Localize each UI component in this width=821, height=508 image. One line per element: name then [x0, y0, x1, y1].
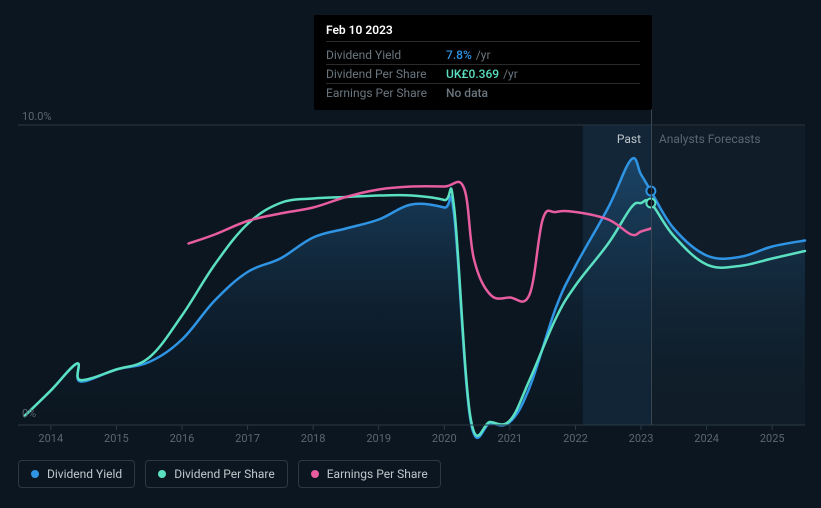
tooltip-label: Dividend Per Share — [326, 67, 446, 81]
x-tick-2020: 2020 — [432, 432, 457, 445]
legend-label: Earnings Per Share — [327, 467, 428, 481]
x-tick-2021: 2021 — [498, 432, 523, 445]
tooltip-value: UK£0.369 — [446, 67, 499, 81]
tooltip-label: Earnings Per Share — [326, 86, 446, 100]
x-axis: 2014 2015 2016 2017 2018 2019 2020 2021 2022 2023… — [0, 432, 821, 446]
legend-dot-icon — [158, 470, 166, 478]
tooltip-row-1: Dividend Per ShareUK£0.369/yr — [326, 65, 640, 84]
chart-legend: Dividend Yield Dividend Per Share Earnings… — [18, 460, 441, 488]
legend-item-dividend_yield[interactable]: Dividend Yield — [18, 460, 135, 488]
x-tick-2016: 2016 — [170, 432, 195, 445]
x-tick-2015: 2015 — [104, 432, 129, 445]
tooltip-row-2: Earnings Per ShareNo data — [326, 84, 640, 102]
x-tick-2014: 2014 — [38, 432, 63, 445]
region-label-past: Past — [617, 132, 641, 146]
dividend-chart: Past Analysts Forecasts 10.0% 0% 2014201… — [0, 0, 821, 508]
legend-label: Dividend Yield — [47, 467, 122, 481]
x-tick-2024: 2024 — [694, 432, 719, 445]
x-tick-2019: 2019 — [366, 432, 391, 445]
legend-item-earnings_per_share[interactable]: Earnings Per Share — [298, 460, 441, 488]
legend-item-dividend_per_share[interactable]: Dividend Per Share — [145, 460, 288, 488]
tooltip-unit: /yr — [476, 48, 491, 62]
x-tick-2023: 2023 — [629, 432, 654, 445]
tooltip-vertical-line — [651, 101, 652, 425]
x-tick-2017: 2017 — [235, 432, 260, 445]
y-tick-max: 10.0% — [22, 110, 52, 123]
x-tick-2018: 2018 — [301, 432, 326, 445]
tooltip-unit: /yr — [503, 67, 518, 81]
tooltip-value: No data — [446, 86, 488, 100]
tooltip-label: Dividend Yield — [326, 48, 446, 62]
legend-dot-icon — [31, 470, 39, 478]
tooltip-rows: Dividend Yield7.8%/yrDividend Per ShareU… — [326, 46, 640, 102]
tooltip-value: 7.8% — [446, 48, 472, 62]
legend-dot-icon — [311, 470, 319, 478]
tooltip-row-0: Dividend Yield7.8% /yr — [326, 46, 640, 65]
y-tick-min: 0% — [22, 407, 36, 420]
x-tick-2025: 2025 — [760, 432, 785, 445]
x-tick-2022: 2022 — [563, 432, 588, 445]
chart-tooltip: Feb 10 2023 Dividend Yield7.8%/yrDividen… — [314, 15, 652, 110]
tooltip-date: Feb 10 2023 — [326, 23, 640, 42]
legend-label: Dividend Per Share — [174, 467, 275, 481]
region-label-forecast: Analysts Forecasts — [659, 132, 761, 146]
